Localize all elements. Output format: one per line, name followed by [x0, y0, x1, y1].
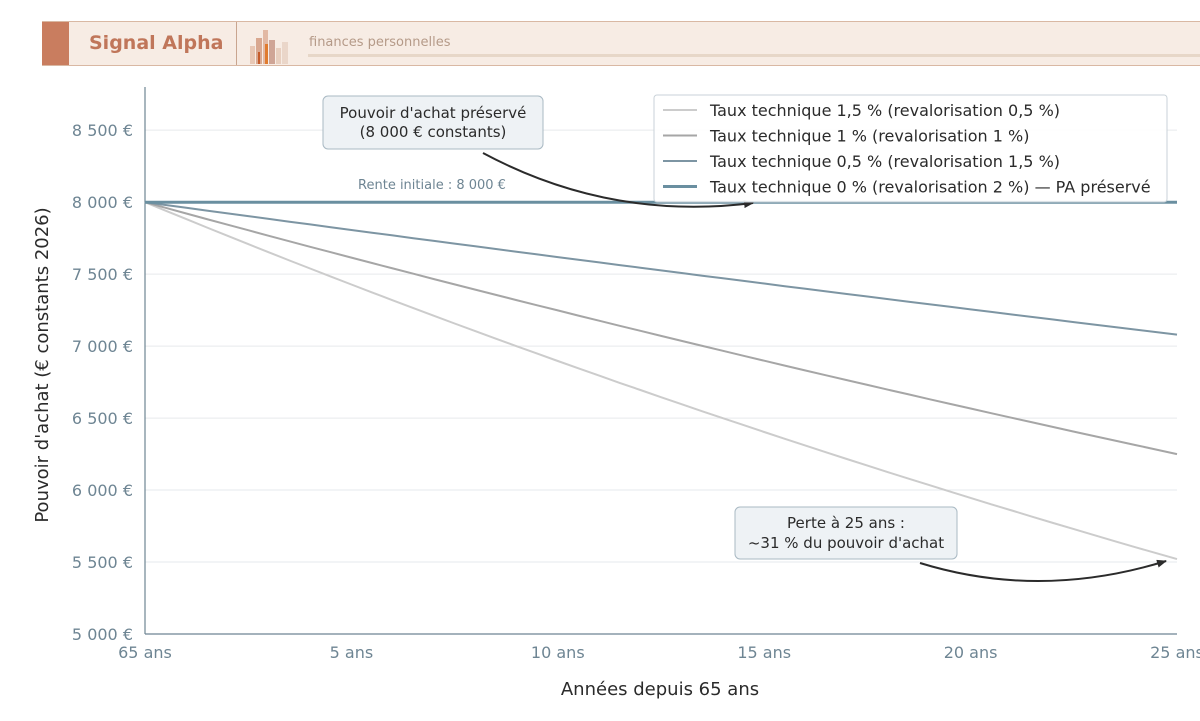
y-tick-label: 6 000 €	[72, 481, 133, 500]
loss-line-1: Perte à 25 ans :	[787, 514, 905, 532]
site-header: Signal Alpha finances personnelles	[42, 21, 1200, 66]
reference-label: Rente initiale : 8 000 €	[358, 178, 506, 193]
legend-label: Taux technique 1 % (revalorisation 1 %)	[709, 127, 1029, 146]
brand-tagline: finances personnelles	[309, 35, 451, 50]
legend-label: Taux technique 1,5 % (revalorisation 0,5…	[709, 101, 1060, 120]
y-tick-label: 6 500 €	[72, 409, 133, 428]
y-tick-label: 5 000 €	[72, 625, 133, 644]
preserved-line-1: Pouvoir d'achat préservé	[340, 104, 527, 122]
x-axis-label: Années depuis 65 ans	[561, 679, 759, 700]
preserved-line-2: (8 000 € constants)	[360, 123, 507, 141]
y-tick-label: 5 500 €	[72, 553, 133, 572]
header-divider	[236, 22, 237, 65]
brand-name[interactable]: Signal Alpha	[89, 32, 224, 54]
loss-line-2: ~31 % du pouvoir d'achat	[748, 534, 944, 552]
y-tick-label: 7 500 €	[72, 265, 133, 284]
loss-arrow	[919, 559, 1167, 582]
y-tick-label: 8 000 €	[72, 193, 133, 212]
preserved-annotation: Pouvoir d'achat préservé (8 000 € consta…	[322, 95, 754, 209]
axes	[144, 87, 1177, 635]
legend-box	[653, 94, 1168, 203]
x-tick-label: 25 ans	[1150, 643, 1200, 662]
legend-label: Taux technique 0,5 % (revalorisation 1,5…	[709, 152, 1060, 171]
legend: Taux technique 1,5 % (revalorisation 0,5…	[653, 94, 1168, 203]
series-line	[144, 201, 1178, 456]
loss-box	[734, 506, 958, 560]
x-tick-label: 65 ans	[118, 643, 172, 662]
brand-color-block	[42, 22, 69, 65]
y-axis-label: Pouvoir d'achat (€ constants 2026)	[32, 207, 53, 522]
series-line	[144, 201, 1178, 336]
x-tick-label: 5 ans	[330, 643, 374, 662]
y-tick-label: 7 000 €	[72, 337, 133, 356]
preserved-arrow	[482, 152, 754, 209]
tick-labels: 5 000 € 5 500 € 6 000 € 6 500 € 7 000 € 7 500…	[72, 121, 1200, 662]
y-tick-label: 8 500 €	[72, 121, 133, 140]
header-rule	[308, 54, 1200, 57]
loss-annotation: Perte à 25 ans : ~31 % du pouvoir d'acha…	[734, 506, 1167, 582]
legend-label: Taux technique 0 % (revalorisation 2 %) …	[709, 178, 1151, 197]
series-line	[144, 201, 1178, 561]
city-bars-logo-icon	[250, 30, 288, 64]
series-lines	[144, 200, 1178, 561]
x-tick-label: 20 ans	[944, 643, 998, 662]
preserved-box	[322, 95, 544, 150]
x-tick-label: 10 ans	[531, 643, 585, 662]
x-tick-label: 15 ans	[737, 643, 791, 662]
